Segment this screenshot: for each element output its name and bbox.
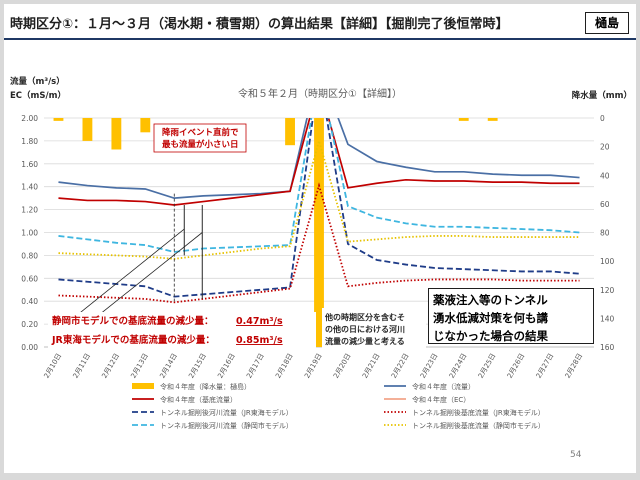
- legend-swatch: [132, 383, 154, 389]
- conclusion-line: 薬液注入等のトンネル: [433, 293, 548, 307]
- x-tick-label: 2月22日: [390, 352, 411, 380]
- x-tick-label: 2月16日: [216, 352, 237, 380]
- y2-tick-label: 60: [600, 200, 610, 209]
- series-line: [58, 182, 580, 304]
- x-tick-label: 2月21日: [361, 352, 382, 380]
- x-tick-label: 2月11日: [72, 352, 93, 380]
- series-line: [58, 118, 580, 206]
- event-note-box: [153, 123, 247, 153]
- x-tick-label: 2月27日: [535, 352, 556, 380]
- precip-bar: [140, 118, 151, 133]
- x-tick-label: 2月17日: [245, 352, 266, 380]
- precip-bar: [53, 118, 64, 121]
- other-note-line: の他の日における河川: [325, 324, 405, 334]
- precip-bar: [111, 118, 122, 150]
- reduction-note-bg: [48, 312, 316, 348]
- precip-bars: [53, 118, 498, 347]
- x-tick-label: 2月12日: [100, 352, 121, 380]
- x-tick-label: 2月13日: [129, 352, 150, 380]
- y-axis-title: 流量（m³/s）: [10, 76, 65, 87]
- legend-label: 令和４年度（流量）: [412, 382, 475, 391]
- precip-bar: [314, 118, 324, 347]
- x-tick-label: 2月20日: [332, 352, 353, 380]
- location-badge: 樋島: [585, 12, 629, 34]
- x-tick-label: 2月15日: [187, 352, 208, 380]
- slide-title: 時期区分①：１月～３月（渇水期・積雪期）の算出結果【詳細】【掘削完了後恒常時】: [10, 17, 509, 32]
- y2-axis-title: 降水量（mm）: [572, 90, 632, 101]
- x-tick-label: 2月26日: [506, 352, 527, 380]
- y2-tick-label: 0: [600, 114, 605, 123]
- x-tick-label: 2月25日: [477, 352, 498, 380]
- conclusion-line: 湧水低減対策を何も講: [433, 311, 548, 325]
- legend-label: 令和４年度（基底流量）: [160, 395, 237, 404]
- legend-label: 令和４年度（降水量：樋島）: [160, 382, 251, 391]
- event-note: 降雨イベント直前で: [162, 127, 239, 138]
- y2-tick-label: 140: [600, 314, 615, 323]
- y-tick-label: 2.00: [21, 114, 38, 123]
- page-number: 54: [570, 450, 582, 460]
- precip-bar: [458, 118, 469, 121]
- y2-tick-label: 80: [600, 229, 610, 238]
- reduction-value-jr: 0.85m³/s: [236, 335, 283, 346]
- y-tick-label: 0.60: [21, 274, 38, 283]
- y2-tick-label: 160: [600, 343, 615, 352]
- conclusion-line: じなかった場合の結果: [433, 329, 548, 343]
- event-note: 最も流量が小さい日: [162, 139, 239, 150]
- x-tick-label: 2月23日: [419, 352, 440, 380]
- y-tick-label: 0.00: [21, 343, 38, 352]
- series-line: [58, 118, 580, 298]
- precip-bar: [285, 118, 295, 146]
- title-underline: [4, 38, 636, 40]
- chart-title: 令和５年２月（時期区分①【詳細】）: [238, 87, 402, 100]
- y-axis-title: EC（mS/m）: [10, 90, 66, 101]
- y2-tick-label: 40: [600, 171, 610, 180]
- legend: 令和４年度（降水量：樋島） 令和４年度（流量） 令和４年度（基底流量） 令和４年度（E…: [132, 382, 545, 430]
- precip-bar: [487, 118, 498, 121]
- other-note-bg: [322, 308, 426, 350]
- other-note-line: 他の時期区分を含むそ: [324, 312, 405, 322]
- conclusion-box: 薬液注入等のトンネル 湧水低減対策を何も講 じなかった場合の結果: [428, 288, 594, 344]
- y-tick-label: 0.40: [21, 297, 38, 306]
- y2-tick-label: 100: [600, 257, 615, 266]
- y-tick-label: 1.20: [21, 206, 38, 215]
- x-tick-label: 2月18日: [274, 352, 295, 380]
- leader-line-shizuoka: [65, 228, 185, 325]
- legend-label: トンネル掘削後河川流量（静岡市モデル）: [160, 421, 293, 430]
- y-tick-label: 1.60: [21, 160, 38, 169]
- reduction-label-jr: JR東海モデルでの基底流量の減少量：: [51, 334, 215, 346]
- series-lines: [58, 118, 580, 304]
- reduction-value-shizuoka: 0.47m³/s: [236, 316, 283, 327]
- slide: 時期区分①：１月～３月（渇水期・積雪期）の算出結果【詳細】【掘削完了後恒常時】 …: [4, 4, 636, 473]
- x-tick-label: 2月10日: [43, 352, 64, 380]
- legend-label: トンネル掘削後河川流量（JR東海モデル）: [160, 408, 293, 417]
- y-tick-label: 1.40: [21, 183, 38, 192]
- y-tick-label: 1.00: [21, 229, 38, 238]
- x-tick-label: 2月14日: [158, 352, 179, 380]
- legend-label: トンネル掘削後基底流量（JR東海モデル）: [412, 408, 545, 417]
- reduction-label-shizuoka: 静岡市モデルでの基底流量の減少量：: [52, 315, 214, 327]
- y-tick-label: 1.80: [21, 137, 38, 146]
- y2-tick-label: 120: [600, 286, 615, 295]
- x-tick-label: 2月28日: [564, 352, 585, 380]
- y-tick-label: 0.20: [21, 320, 38, 329]
- legend-label: トンネル掘削後基底流量（静岡市モデル）: [412, 421, 545, 430]
- flow-chart: 0.00 0.20 0.40 0.60 0.80 1.00 1.20 1.40 1.60 1.80…: [10, 76, 632, 430]
- other-note-line: 流量の減少量と考える: [325, 336, 405, 346]
- series-line: [58, 118, 580, 200]
- legend-label: 令和４年度（EC）: [412, 395, 470, 404]
- series-line: [58, 118, 580, 253]
- x-tick-label: 2月19日: [303, 352, 324, 380]
- y-tick-label: 0.80: [21, 251, 38, 260]
- precip-bar: [82, 118, 93, 141]
- x-tick-label: 2月24日: [448, 352, 469, 380]
- y2-tick-label: 20: [600, 143, 610, 152]
